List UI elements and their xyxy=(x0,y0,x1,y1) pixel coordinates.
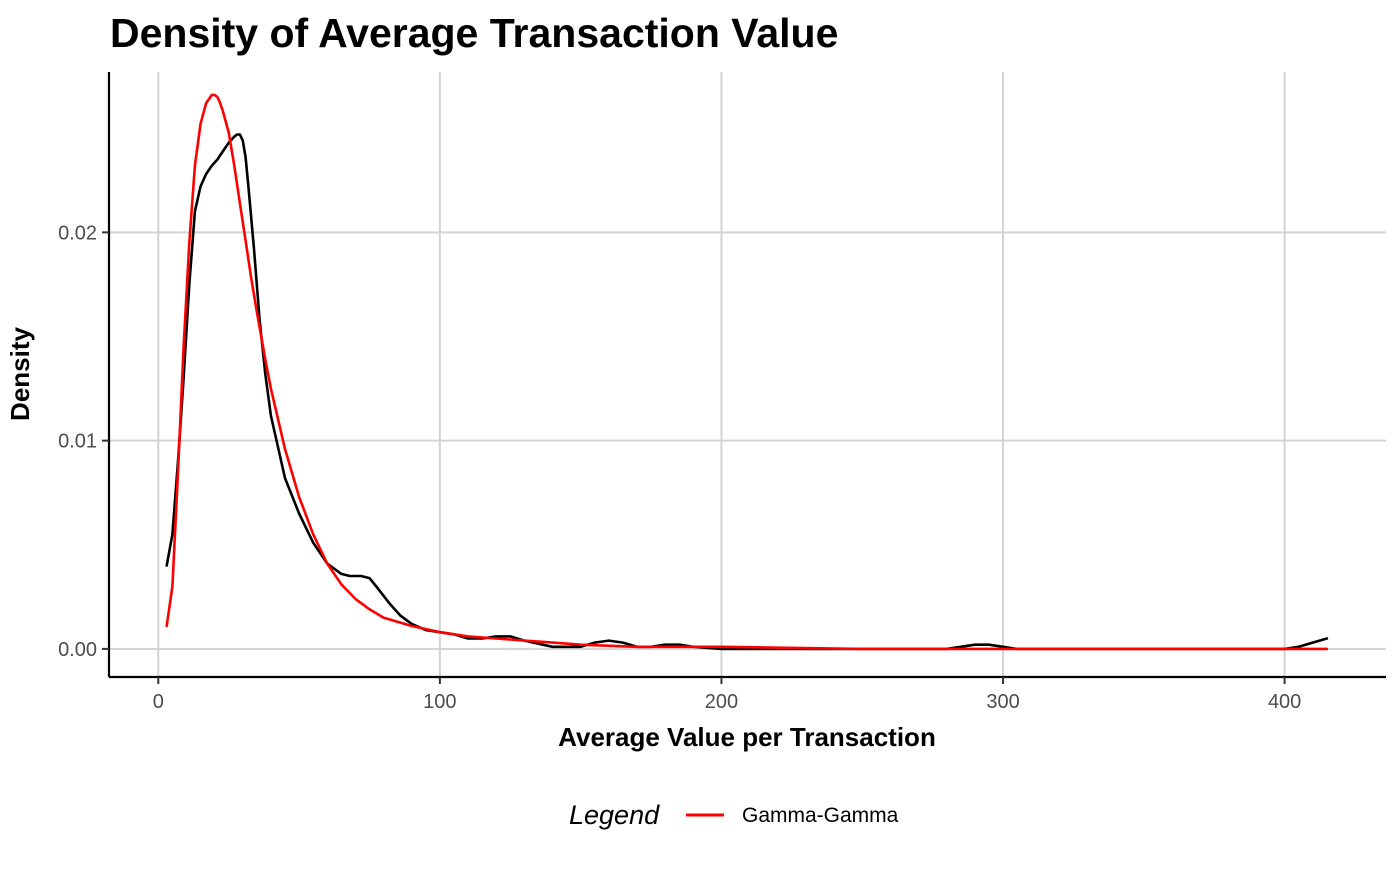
axes xyxy=(107,72,1386,679)
legend-label-gamma-gamma: Gamma-Gamma xyxy=(742,804,899,827)
series-line-empirical-density xyxy=(165,133,1329,651)
legend: Legend Gamma-Gamma xyxy=(569,800,899,830)
y-tick-label: 0.00 xyxy=(58,639,97,661)
ticks: 0 100 200 300 400 0.00 0.01 0.02 xyxy=(58,222,1301,713)
y-axis-title: Density xyxy=(5,327,35,421)
x-axis-title: Average Value per Transaction xyxy=(558,722,936,752)
chart-title: Density of Average Transaction Value xyxy=(110,10,838,56)
x-tick-label: 100 xyxy=(423,691,456,713)
y-tick-label: 0.01 xyxy=(58,431,97,453)
series-lines xyxy=(165,93,1329,651)
x-tick-label: 300 xyxy=(986,691,1019,713)
x-tick-label: 400 xyxy=(1268,691,1301,713)
series-line-gamma-gamma xyxy=(165,93,1329,651)
legend-title: Legend xyxy=(569,800,660,830)
x-tick-label: 0 xyxy=(153,691,164,713)
grid-lines xyxy=(109,72,1386,677)
x-tick-label: 200 xyxy=(705,691,738,713)
y-tick-label: 0.02 xyxy=(58,222,97,244)
